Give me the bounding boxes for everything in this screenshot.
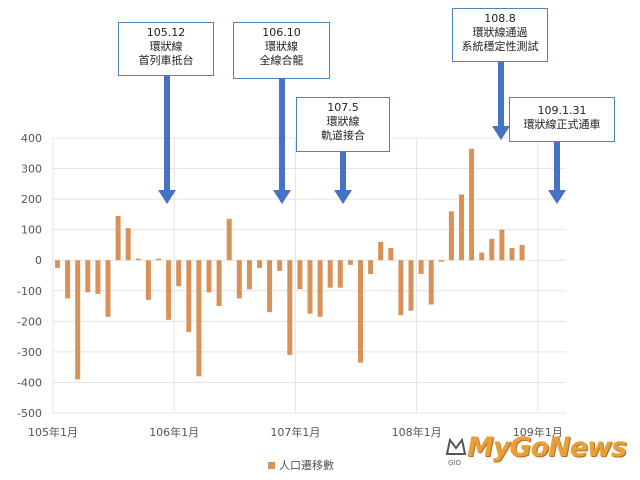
bar [327,260,333,288]
annotation-box-109-1-31: 109.1.31 環狀線正式通車 [509,97,615,142]
y-tick-label: 0 [35,254,42,267]
annotation-date: 107.5 [327,101,359,114]
bar [236,260,242,299]
annotation-text: 環狀線 [326,115,360,128]
bar [55,260,60,268]
y-tick-label: 400 [21,132,42,145]
bars [55,148,525,380]
bar [307,260,313,314]
bar [499,229,505,261]
bar [257,260,262,268]
logo-sub: GIO [448,459,461,467]
bar [267,260,273,313]
bar [368,260,374,274]
annotation-box-108-8: 108.8 環狀線通過 系統穩定性測試 [452,8,548,62]
annotation-text: 環狀線通過 [472,26,528,39]
bar [388,248,394,261]
bar [438,260,444,262]
logo-text: MyGoNews [467,432,627,463]
bar [85,260,91,293]
bar [226,218,232,261]
bar [489,238,495,261]
bar [519,244,525,261]
bar [135,258,141,261]
y-tick-label: 100 [21,224,42,237]
annotation-text: 環狀線 [149,40,183,53]
annotation-date: 106.10 [262,26,301,39]
legend-swatch [268,461,275,469]
bar [115,215,121,261]
bar [408,260,414,311]
y-tick-label: -100 [17,285,42,298]
x-tick-label: 107年1月 [270,425,320,439]
bar [125,228,131,261]
annotation-text2: 全線合龍 [259,54,304,67]
legend: 人口遷移數 [268,457,334,473]
annotation-date: 108.8 [484,12,516,25]
x-tick-label: 109年1月 [513,425,563,439]
y-tick-label: -500 [17,407,42,420]
annotation-text2: 系統穩定性測試 [461,40,539,53]
bar [65,260,71,299]
bar [277,260,283,271]
annotation-box-105-12: 105.12 環狀線 首列車抵台 [118,22,214,76]
bar [347,260,353,265]
annotation-arrowhead-107-5 [334,190,352,204]
annotation-arrowhead-106-10 [273,190,291,204]
mygonews-logo: GIO MyGoNews [445,432,627,467]
bar [95,260,101,294]
x-tick-label: 105年1月 [28,425,78,439]
annotation-arrowhead-105-12 [158,190,176,204]
x-tick-label: 106年1月 [149,425,199,439]
bar [297,260,303,290]
legend-label: 人口遷移數 [279,459,334,472]
bar [176,260,182,287]
y-tick-label: 300 [21,163,42,176]
bar [428,260,434,305]
annotation-arrowhead-109-1-31 [548,190,566,204]
annotation-text: 環狀線正式通車 [523,118,601,131]
annotation-text: 環狀線 [265,40,298,53]
y-tick-label: -400 [17,376,42,389]
bar [448,211,454,261]
bar [145,260,151,300]
bar [479,252,485,261]
bar [246,260,252,290]
annotation-text2: 首列車抵台 [138,54,194,67]
bar [469,148,475,261]
bar [216,260,222,307]
annotation-date: 109.1.31 [537,104,587,117]
annotation-arrowhead-108-8 [492,126,510,140]
bar [105,260,111,317]
y-tick-label: -300 [17,346,42,359]
bar [166,260,172,320]
bar [509,248,515,261]
bar [418,260,424,274]
annotation-text2: 軌道接合 [321,129,365,142]
bar [196,260,202,377]
y-tick-label: -200 [17,315,42,328]
bar [358,260,363,363]
y-tick-label: 200 [21,193,42,206]
bar [459,194,464,261]
annotation-date: 105.12 [146,26,186,39]
bar [398,260,404,316]
bar [337,260,343,288]
bar [378,241,384,261]
bar [287,260,293,355]
bar [186,260,192,333]
annotation-box-107-5: 107.5 環狀線 軌道接合 [296,97,390,152]
annotation-box-106-10: 106.10 環狀線 全線合龍 [233,22,330,79]
logo-emblem-icon [445,437,467,455]
bar [317,260,323,317]
x-tick-label: 108年1月 [392,425,442,439]
bar [156,258,161,261]
bar [75,260,81,380]
bar [206,260,212,293]
